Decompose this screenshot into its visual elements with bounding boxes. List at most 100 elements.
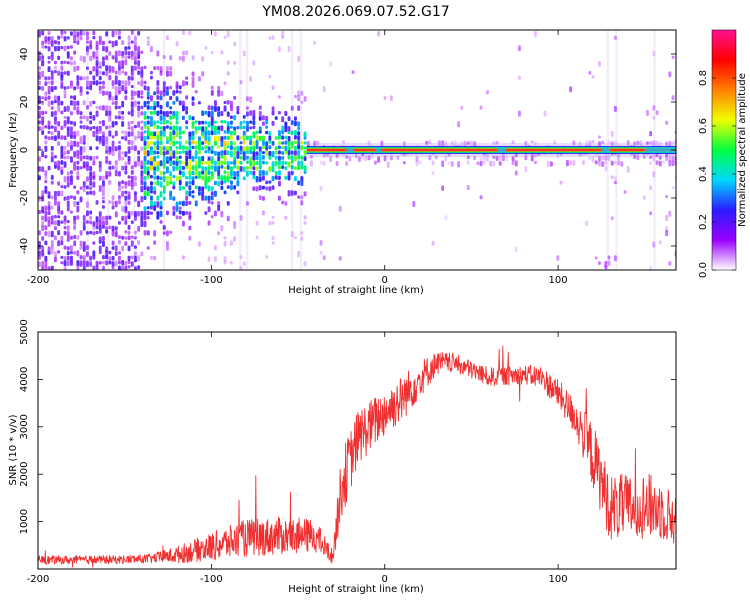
spectrogram-cell xyxy=(294,140,297,144)
spectrogram-cell xyxy=(217,160,221,167)
spectrogram-cell xyxy=(178,215,182,220)
spectrogram-cell xyxy=(50,205,54,210)
y-tick-label: 20 xyxy=(19,96,30,109)
snr-x-ticks: -200 -100 0 100 xyxy=(27,332,568,585)
spectrogram-cell xyxy=(89,210,93,215)
spectrogram-cell xyxy=(255,140,259,146)
spectrogram-cell xyxy=(447,161,451,165)
spectrogram-cell xyxy=(114,50,118,57)
spectrogram-cell xyxy=(204,110,208,115)
spectrogram-cell xyxy=(518,75,521,80)
spectrogram-cell xyxy=(92,241,96,245)
spectrogram-cell xyxy=(505,155,509,162)
spectrogram-cell xyxy=(73,50,77,55)
spectrogram-cell xyxy=(153,190,157,195)
spectrogram-cell xyxy=(102,56,105,61)
spectrogram-cell xyxy=(207,160,211,166)
spectrogram-cell xyxy=(246,126,249,132)
spectrogram-cell xyxy=(226,60,230,65)
spectrogram-cell xyxy=(108,75,112,81)
spectrogram-cell xyxy=(44,175,48,180)
spectrogram-cell xyxy=(162,120,166,125)
spectrogram-cell xyxy=(130,70,134,76)
spectrogram-cell xyxy=(188,115,192,120)
spectrogram-cell xyxy=(652,105,656,111)
x-tick-label: -100 xyxy=(200,275,223,286)
spectrogram-cell xyxy=(303,96,307,102)
spectrogram-cell xyxy=(92,250,96,257)
spectrogram-cell xyxy=(178,85,182,90)
spectrogram-cell xyxy=(194,126,198,132)
spectrogram-cell xyxy=(92,256,96,260)
spectrogram-cell xyxy=(95,221,99,227)
spectrogram-cell xyxy=(169,85,173,90)
spectrogram-cell xyxy=(649,185,653,190)
spectrogram-cell xyxy=(313,140,317,147)
spectrogram-cell xyxy=(41,86,45,91)
spectrogram-cell xyxy=(73,30,77,37)
spectrogram-cell xyxy=(498,155,502,162)
spectrogram-cell xyxy=(220,185,224,190)
spectrogram-cell xyxy=(444,215,448,220)
spectrogram-cell xyxy=(70,140,73,147)
spectrogram-cell xyxy=(262,155,265,160)
spectrogram-cell xyxy=(198,126,201,131)
spectrogram-cell xyxy=(63,220,67,225)
spectrogram-cell xyxy=(303,136,307,140)
spectrogram-cell xyxy=(143,161,147,166)
spectrogram-cell xyxy=(191,116,195,121)
spectrogram-cell xyxy=(258,185,262,191)
spectrogram-cell xyxy=(159,115,163,121)
spectrogram-cell xyxy=(98,166,102,172)
spectrogram-cell xyxy=(63,90,67,96)
spectrogram-cell xyxy=(70,120,73,125)
spectrogram-cell xyxy=(124,80,128,86)
spectrogram-cell xyxy=(86,165,89,171)
spectrogram-cell xyxy=(121,136,125,140)
spectrogram-cell xyxy=(233,115,237,121)
spectrogram-cell xyxy=(210,201,214,205)
colorbar-gradient xyxy=(712,30,736,270)
spectrogram-cell xyxy=(162,231,166,235)
spectrogram-cell xyxy=(143,206,147,212)
spectrogram-cell xyxy=(121,185,125,190)
spectrogram-cell xyxy=(284,215,288,220)
spectrogram-cell xyxy=(178,145,182,150)
spectrogram-cell xyxy=(130,145,134,151)
spectrogram-cell xyxy=(108,125,112,129)
spectrogram-cell xyxy=(262,175,265,181)
spectrogram-cell xyxy=(143,186,147,191)
spectrogram-cell xyxy=(239,145,243,152)
spectrogram-cell xyxy=(41,100,45,105)
spectrogram-cell xyxy=(111,30,115,38)
spectrogram-cell xyxy=(44,231,48,236)
spectrogram-cell xyxy=(185,200,189,206)
spectrogram-cell xyxy=(150,105,153,110)
spectrogram-cell xyxy=(287,46,291,52)
spectrogram-cell xyxy=(98,81,102,85)
spectrogram-cell xyxy=(111,150,115,157)
spectrogram-cell xyxy=(297,135,301,141)
spectrogram-cell xyxy=(175,85,179,90)
spectrogram-cell xyxy=(134,230,137,235)
y-tick-label: 2000 xyxy=(19,461,30,486)
spectrogram-cell xyxy=(146,216,150,220)
spectrogram-cell xyxy=(169,121,173,126)
spectrogram-cell xyxy=(185,125,189,130)
spectrogram-cell xyxy=(73,240,77,247)
spectrogram-cell xyxy=(118,255,121,261)
spectrogram-cell xyxy=(153,145,157,150)
spectrogram-cell xyxy=(265,130,269,135)
spectrogram-cell xyxy=(153,66,157,70)
x-tick-label: -100 xyxy=(200,574,223,585)
spectrogram-cell xyxy=(105,215,109,221)
spectrogram-cell xyxy=(223,236,227,240)
spectrogram-cell xyxy=(178,56,182,61)
spectrogram-cell xyxy=(252,60,256,66)
spectrogram-cell xyxy=(159,181,163,188)
spectrogram-cell xyxy=(249,170,253,175)
spectrogram-cell xyxy=(73,35,77,41)
spectrogram-cell xyxy=(262,146,265,150)
spectrogram-cell xyxy=(233,60,237,65)
spectrogram-cell xyxy=(124,215,128,221)
